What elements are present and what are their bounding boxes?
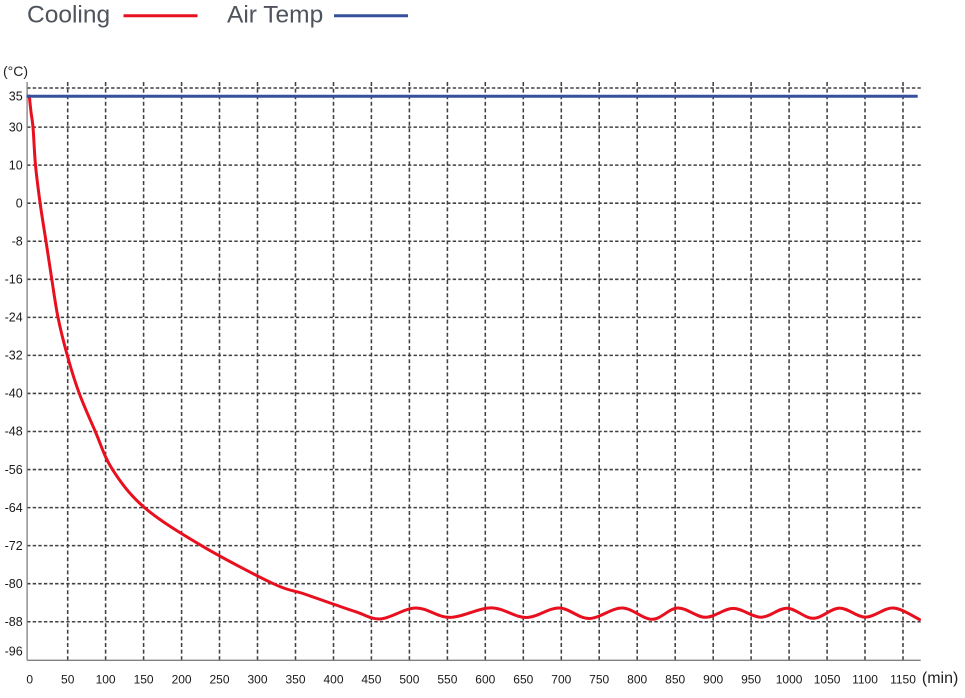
svg-text:200: 200	[172, 673, 192, 687]
svg-text:350: 350	[285, 673, 305, 687]
svg-text:-72: -72	[5, 539, 23, 553]
svg-text:1050: 1050	[814, 673, 841, 687]
svg-text:550: 550	[437, 673, 457, 687]
svg-text:1150: 1150	[890, 673, 916, 687]
svg-text:10: 10	[9, 158, 23, 172]
svg-text:0: 0	[16, 196, 23, 210]
svg-text:-88: -88	[5, 615, 23, 629]
svg-text:30: 30	[9, 120, 23, 134]
svg-text:35: 35	[9, 89, 23, 103]
svg-text:100: 100	[96, 673, 116, 687]
svg-text:800: 800	[627, 673, 647, 687]
svg-text:1100: 1100	[852, 673, 878, 687]
svg-text:50: 50	[61, 673, 75, 687]
svg-text:-64: -64	[5, 501, 23, 515]
svg-text:650: 650	[513, 673, 533, 687]
svg-text:(°C): (°C)	[3, 63, 28, 79]
svg-text:0: 0	[26, 673, 33, 687]
svg-text:-48: -48	[5, 425, 23, 439]
svg-text:-96: -96	[5, 645, 23, 659]
svg-text:-40: -40	[5, 387, 23, 401]
svg-text:300: 300	[247, 673, 267, 687]
svg-text:-16: -16	[5, 273, 23, 287]
svg-text:750: 750	[589, 673, 609, 687]
svg-text:1000: 1000	[776, 673, 803, 687]
svg-text:950: 950	[741, 673, 761, 687]
svg-text:-24: -24	[5, 311, 23, 325]
svg-text:-8: -8	[12, 234, 23, 248]
svg-text:Cooling: Cooling	[27, 1, 110, 28]
svg-text:700: 700	[551, 673, 571, 687]
svg-text:250: 250	[209, 673, 229, 687]
svg-text:-32: -32	[5, 349, 23, 363]
svg-text:400: 400	[323, 673, 343, 687]
svg-text:-80: -80	[5, 577, 23, 591]
svg-text:-56: -56	[5, 463, 23, 477]
svg-text:(min): (min)	[922, 670, 958, 687]
svg-text:150: 150	[134, 673, 154, 687]
svg-text:Air Temp: Air Temp	[227, 1, 323, 28]
svg-text:500: 500	[399, 673, 419, 687]
svg-text:450: 450	[361, 673, 381, 687]
svg-text:600: 600	[475, 673, 495, 687]
svg-text:850: 850	[665, 673, 685, 687]
svg-text:900: 900	[703, 673, 723, 687]
